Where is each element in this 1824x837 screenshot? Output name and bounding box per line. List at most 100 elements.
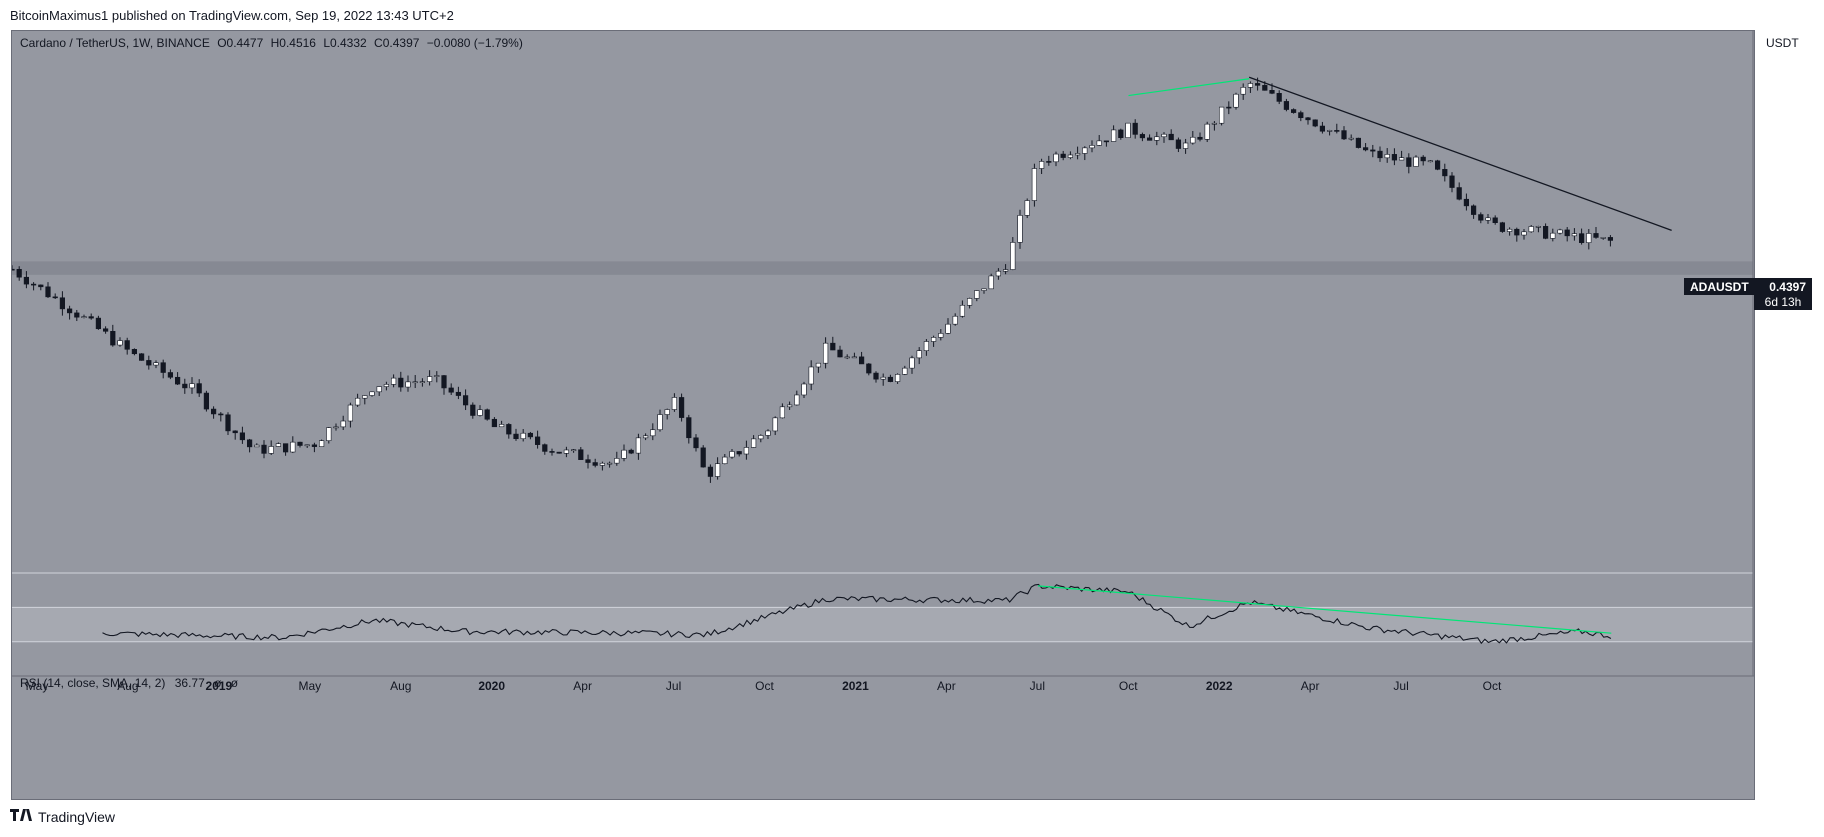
candle[interactable]: [642, 435, 649, 439]
candle[interactable]: [1564, 229, 1570, 237]
candle[interactable]: [160, 362, 166, 373]
candle[interactable]: [1305, 117, 1311, 121]
symbol-title[interactable]: Cardano / TetherUS, 1W, BINANCE: [20, 36, 210, 50]
candle[interactable]: [1485, 217, 1491, 221]
candle[interactable]: [750, 438, 757, 448]
candle[interactable]: [570, 449, 577, 452]
candle[interactable]: [1132, 122, 1138, 135]
candle[interactable]: [304, 444, 310, 447]
candle[interactable]: [1197, 136, 1203, 140]
candle[interactable]: [520, 432, 526, 440]
candle[interactable]: [830, 342, 836, 351]
candle[interactable]: [470, 404, 476, 416]
candle[interactable]: [261, 444, 267, 454]
candle[interactable]: [340, 420, 346, 428]
candle[interactable]: [139, 353, 145, 361]
tradingview-logo-icon[interactable]: [10, 808, 32, 825]
candle[interactable]: [1103, 140, 1109, 143]
candle[interactable]: [729, 451, 735, 458]
price-divergence-line[interactable]: [1128, 78, 1250, 97]
candle[interactable]: [383, 384, 390, 387]
candle[interactable]: [1420, 156, 1426, 162]
candle[interactable]: [743, 447, 749, 455]
candle[interactable]: [801, 383, 807, 396]
candle[interactable]: [513, 433, 519, 440]
candle[interactable]: [203, 392, 210, 410]
candle[interactable]: [1355, 137, 1361, 148]
candle[interactable]: [398, 377, 404, 388]
candle[interactable]: [1550, 232, 1556, 239]
candle[interactable]: [722, 456, 728, 465]
candle[interactable]: [16, 269, 22, 278]
candle[interactable]: [1391, 154, 1397, 161]
candle[interactable]: [1312, 119, 1318, 127]
candle[interactable]: [455, 391, 462, 396]
candle[interactable]: [614, 458, 620, 464]
candle[interactable]: [74, 312, 80, 318]
candle[interactable]: [873, 372, 879, 380]
candle[interactable]: [290, 441, 296, 453]
candle[interactable]: [1125, 122, 1131, 138]
candle[interactable]: [347, 404, 354, 422]
candle[interactable]: [837, 349, 843, 358]
candle[interactable]: [902, 367, 908, 375]
candle[interactable]: [549, 451, 555, 453]
candle[interactable]: [484, 409, 490, 420]
candle[interactable]: [282, 443, 289, 453]
candle[interactable]: [995, 270, 1001, 277]
candle[interactable]: [822, 342, 829, 364]
rsi-divergence-line[interactable]: [1037, 585, 1612, 634]
candle[interactable]: [354, 397, 361, 406]
candle[interactable]: [693, 437, 699, 449]
candle[interactable]: [311, 444, 318, 447]
candle[interactable]: [1528, 226, 1534, 233]
candle[interactable]: [117, 340, 123, 346]
candle[interactable]: [606, 462, 613, 465]
candle[interactable]: [1233, 93, 1239, 108]
candle[interactable]: [1024, 200, 1030, 216]
candle[interactable]: [268, 446, 274, 454]
candle[interactable]: [952, 315, 958, 325]
candle[interactable]: [88, 316, 94, 319]
candle[interactable]: [966, 298, 973, 306]
candle[interactable]: [506, 424, 512, 435]
candle[interactable]: [1139, 134, 1145, 139]
candle[interactable]: [81, 316, 87, 318]
candle[interactable]: [1319, 125, 1325, 132]
candle[interactable]: [182, 383, 188, 389]
candle[interactable]: [974, 290, 980, 299]
candle[interactable]: [786, 404, 793, 408]
candle[interactable]: [390, 377, 397, 385]
candle[interactable]: [30, 283, 37, 286]
candle[interactable]: [23, 276, 30, 285]
candle[interactable]: [765, 430, 771, 436]
candle[interactable]: [1384, 154, 1390, 159]
candle[interactable]: [297, 441, 303, 446]
candle[interactable]: [585, 459, 591, 463]
candle[interactable]: [1240, 87, 1246, 95]
candle[interactable]: [1039, 161, 1045, 169]
candle[interactable]: [131, 349, 137, 355]
candle[interactable]: [196, 383, 202, 394]
candle[interactable]: [1334, 130, 1340, 132]
candle[interactable]: [1471, 205, 1477, 215]
candle[interactable]: [1341, 130, 1347, 140]
candle[interactable]: [434, 375, 440, 377]
candle[interactable]: [1586, 233, 1592, 243]
candle[interactable]: [1427, 160, 1433, 163]
candle[interactable]: [1283, 101, 1289, 110]
candle[interactable]: [275, 443, 282, 447]
candle[interactable]: [880, 376, 886, 380]
candle[interactable]: [1247, 83, 1253, 88]
candle[interactable]: [1096, 140, 1102, 146]
candle[interactable]: [232, 430, 238, 434]
candle[interactable]: [1276, 93, 1282, 102]
candle[interactable]: [1002, 269, 1009, 272]
candle[interactable]: [1082, 147, 1088, 154]
candle[interactable]: [671, 397, 677, 410]
candle[interactable]: [45, 286, 51, 298]
candle[interactable]: [1363, 147, 1369, 151]
candle[interactable]: [1449, 175, 1455, 188]
candle[interactable]: [1298, 112, 1304, 119]
candle[interactable]: [167, 372, 174, 378]
